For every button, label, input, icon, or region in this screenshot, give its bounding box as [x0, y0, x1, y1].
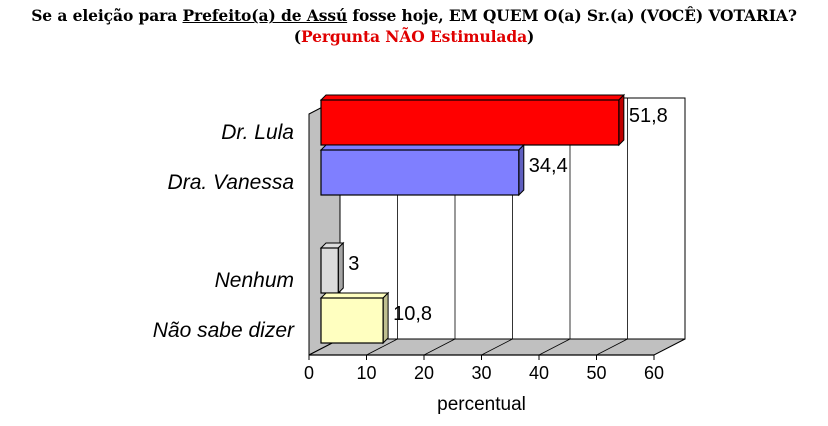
bar — [320, 99, 620, 146]
bar-value-label: 34,4 — [529, 155, 568, 177]
bar — [320, 297, 384, 344]
floor-gridline — [538, 338, 571, 356]
x-tick-label: 50 — [586, 363, 606, 383]
bar-group: 34,4 — [319, 143, 568, 197]
category-label: Dr. Lula — [221, 121, 294, 144]
title-line-2-close: ) — [527, 27, 535, 46]
bar-side-shade — [383, 293, 389, 343]
x-axis-label: percentual — [437, 394, 526, 415]
chart-bars: 51,8 34,4 3 10,8 — [319, 93, 668, 345]
category-labels: Dr. Lula Dra. Vanessa Nenhum Não sabe dizer — [153, 121, 295, 342]
title-line-1-pre: Se a eleição para — [31, 6, 183, 25]
x-axis-ticks: 0 10 20 30 40 50 60 — [304, 354, 664, 383]
title-line-2: (Pergunta NÃO Estimulada) — [0, 26, 828, 47]
bar-top — [319, 292, 390, 299]
floor-gridline — [481, 338, 513, 356]
floor-gridline — [423, 338, 456, 356]
bar-group: 51,8 — [319, 93, 668, 147]
bar-top — [319, 144, 526, 151]
title-line-1-post: fosse hoje, EM QUEM O(a) Sr.(a) (VOCÊ) V… — [347, 6, 797, 25]
bar-value-label: 51,8 — [629, 105, 668, 127]
category-label: Dra. Vanessa — [168, 171, 294, 194]
bar-group: 3 — [319, 241, 359, 295]
title-line-2-open: ( — [293, 27, 301, 46]
bar-side-shade — [618, 95, 624, 145]
chart-title: Se a eleição para Prefeito(a) de Assú fo… — [0, 5, 828, 47]
category-label: Não sabe dizer — [153, 319, 295, 342]
title-line-1: Se a eleição para Prefeito(a) de Assú fo… — [0, 5, 828, 26]
floor-gridline — [366, 338, 398, 356]
x-tick-label: 40 — [529, 363, 549, 383]
bar-value-label: 3 — [348, 253, 359, 275]
bar — [320, 247, 339, 294]
category-label: Nenhum — [215, 269, 294, 292]
floor-gridline — [596, 338, 628, 356]
x-tick-label: 30 — [471, 363, 491, 383]
bar-group: 10,8 — [319, 291, 432, 345]
bar-side-shade — [518, 145, 524, 195]
bar-top — [319, 94, 626, 101]
bar-side-shade — [338, 243, 344, 293]
title-line-2-highlight: Pergunta NÃO Estimulada — [300, 27, 528, 46]
x-tick-label: 0 — [304, 363, 314, 383]
x-tick-label: 10 — [356, 363, 376, 383]
bar-value-label: 10,8 — [393, 303, 432, 325]
bar — [320, 149, 520, 196]
x-tick-label: 20 — [414, 363, 434, 383]
title-line-1-underlined: Prefeito(a) de Assú — [182, 6, 348, 25]
x-tick-label: 60 — [644, 363, 664, 383]
